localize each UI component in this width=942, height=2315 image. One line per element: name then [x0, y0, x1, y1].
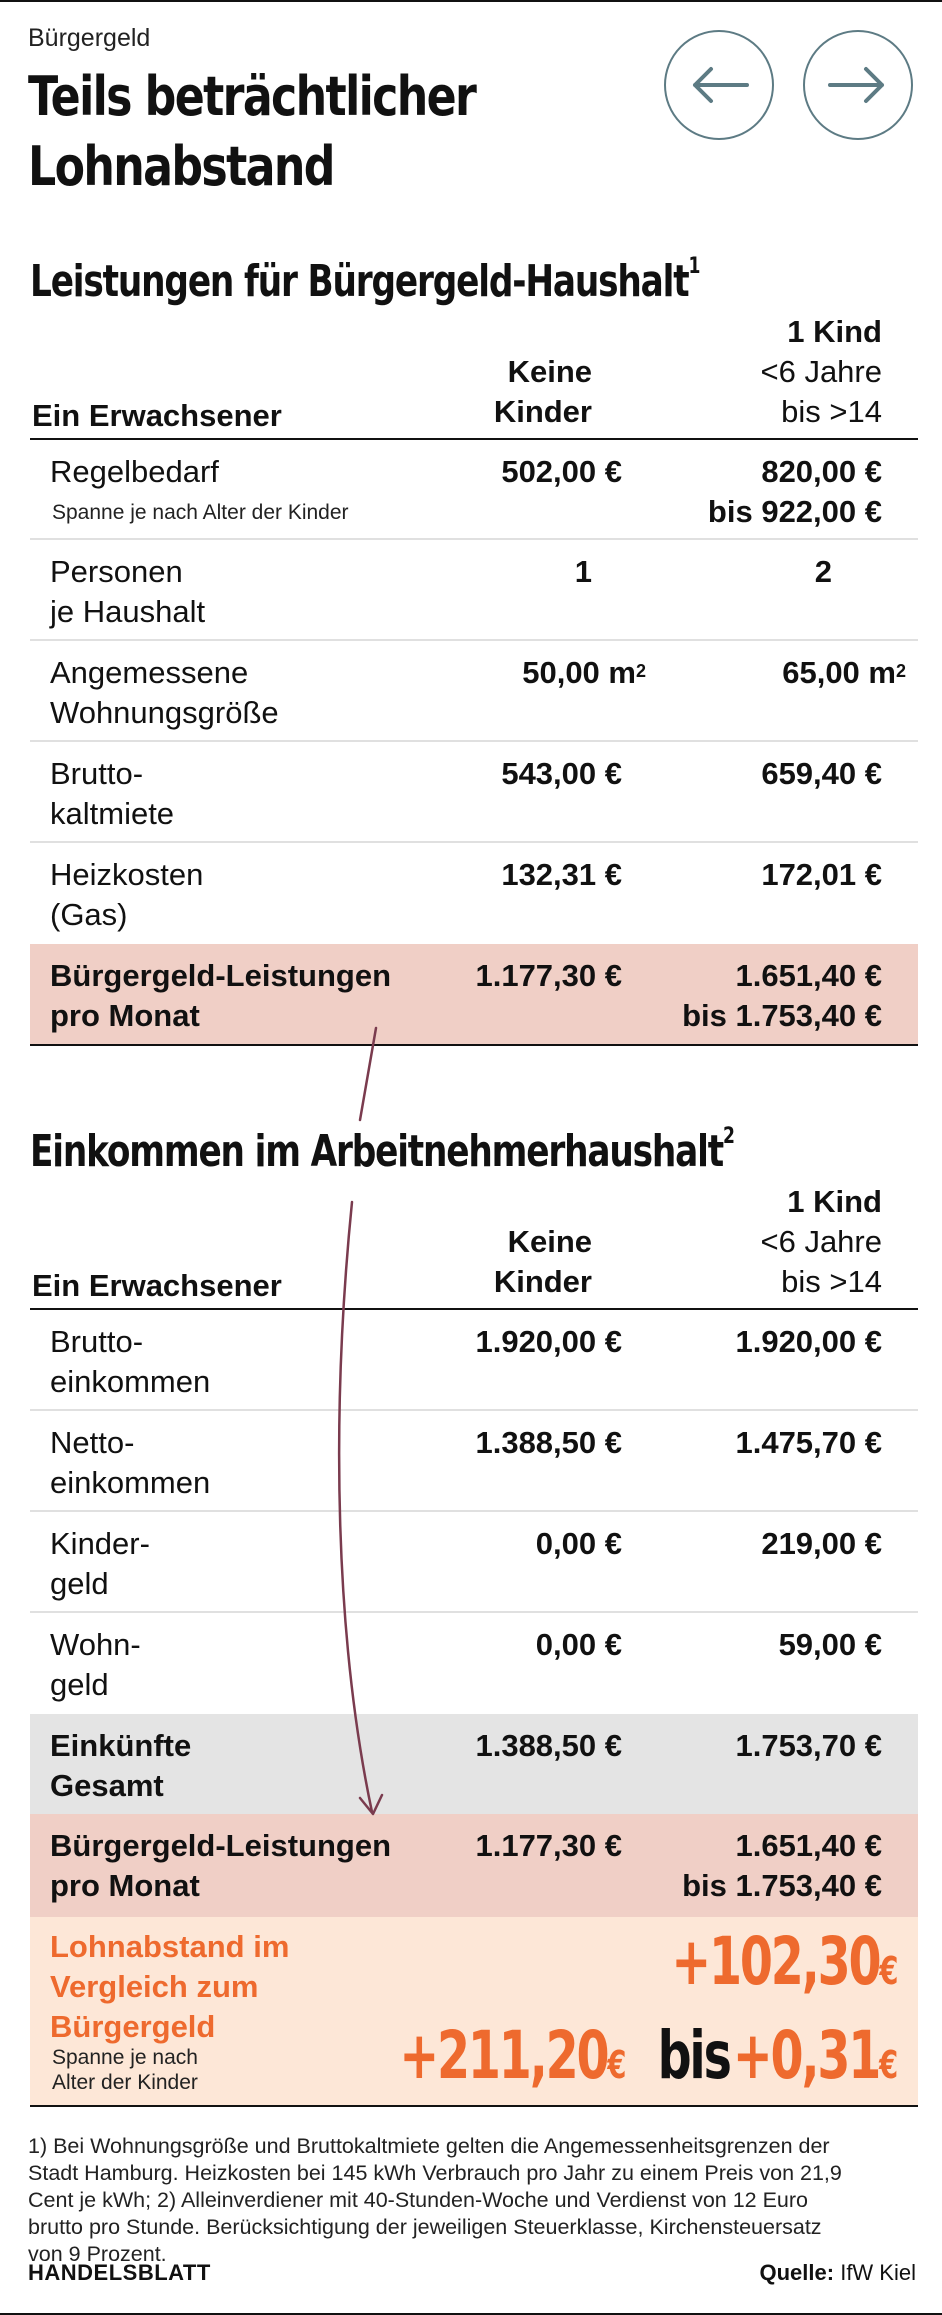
- table-row: Kinder- geld 0,00 € 219,00 €: [30, 1512, 918, 1613]
- headline: Teils beträchtlicher Lohnabstand: [28, 65, 477, 198]
- row-label: Bürgergeld-Leistungen pro Monat: [50, 1828, 392, 1903]
- value-one-child: 1.651,40 € bis 1.753,40 €: [682, 958, 882, 1033]
- wage-gap-sub-label: Spanne je nach Alter der Kinder: [52, 2046, 198, 2094]
- row-label: Angemessene Wohnungsgröße: [50, 655, 279, 730]
- value-one-child: 659,40 €: [761, 756, 882, 791]
- row-label: Personen je Haushalt: [50, 554, 206, 629]
- wage-gap-one-child-range: bis +0,31€: [657, 2017, 898, 2094]
- section2-col3-header: 1 Kind <6 Jahre bis >14: [760, 1184, 882, 1299]
- section2-col2-header: Keine Kinder: [493, 1224, 592, 1299]
- source: Quelle: IfW Kiel: [759, 2260, 917, 2285]
- value-no-children: 1.388,50 €: [475, 1425, 622, 1460]
- table-row: Personen je Haushalt 1 2: [30, 540, 918, 641]
- value-no-children: 1.388,50 €: [475, 1728, 622, 1763]
- value-one-child: 1.475,70 €: [735, 1425, 882, 1460]
- value-one-child: 1.651,40 € bis 1.753,40 €: [682, 1828, 882, 1903]
- row-label: Kinder- geld: [50, 1526, 150, 1601]
- wage-gap-row: Lohnabstand im Vergleich zum Bürgergeld …: [30, 1917, 918, 2105]
- section1-title: Leistungen für Bürgergeld-Haushalt1: [30, 254, 700, 307]
- value-one-child: 65,00 m2: [782, 655, 906, 690]
- footnotes: 1) Bei Wohnungsgröße und Bruttokaltmiete…: [28, 2134, 842, 2266]
- table-row: Angemessene Wohnungsgröße 50,00 m2 65,00…: [30, 641, 918, 742]
- previous-button[interactable]: [664, 30, 774, 140]
- benefit-total-row: Bürgergeld-Leistungen pro Monat 1.177,30…: [30, 944, 918, 1044]
- value-no-children: 0,00 €: [535, 1526, 622, 1561]
- value-no-children: 132,31 €: [501, 857, 622, 892]
- table-row: Heizkosten (Gas) 132,31 € 172,01 €: [30, 843, 918, 944]
- table-row: Wohn- geld 0,00 € 59,00 €: [30, 1613, 918, 1714]
- table-row: Brutto- einkommen 1.920,00 € 1.920,00 €: [30, 1310, 918, 1411]
- row-label: Bürgergeld-Leistungen pro Monat: [50, 958, 392, 1033]
- section1-header-rule: [30, 438, 918, 440]
- row-label: Einkünfte Gesamt: [50, 1728, 192, 1803]
- brand-logo: HANDELSBLATT: [28, 2260, 211, 2285]
- arrow-left-icon: [693, 67, 749, 103]
- section1-label-header: Ein Erwachsener: [32, 398, 282, 433]
- value-one-child: 59,00 €: [778, 1627, 882, 1662]
- benefit-total-row: Bürgergeld-Leistungen pro Monat 1.177,30…: [30, 1814, 918, 1917]
- section1-col3-header: 1 Kind <6 Jahre bis >14: [760, 314, 882, 429]
- table-row: Netto- einkommen 1.388,50 € 1.475,70 €: [30, 1411, 918, 1512]
- row-label: Brutto- kaltmiete: [50, 756, 175, 831]
- row-label: Regelbedarf: [50, 454, 219, 489]
- value-one-child: 1.753,70 €: [735, 1728, 882, 1763]
- row-label: Wohn- geld: [50, 1627, 141, 1702]
- kicker: Bürgergeld: [28, 24, 151, 52]
- value-no-children: 1.920,00 €: [475, 1324, 622, 1359]
- table-row: Regelbedarf Spanne je nach Alter der Kin…: [30, 440, 918, 540]
- section1-bottom-rule: [30, 1044, 918, 1046]
- value-one-child: 1.920,00 €: [735, 1324, 882, 1359]
- wage-gap-no-children: +211,20€: [398, 2017, 626, 2094]
- section1-col2-header: Keine Kinder: [493, 354, 592, 429]
- value-no-children: 1: [574, 554, 592, 589]
- wage-gap-one-child-min: +102,30€: [670, 1923, 898, 2000]
- value-one-child: 219,00 €: [761, 1526, 882, 1561]
- row-label: Brutto- einkommen: [50, 1324, 211, 1399]
- value-one-child: 820,00 € bis 922,00 €: [707, 454, 882, 529]
- next-button[interactable]: [803, 30, 913, 140]
- value-no-children: 1.177,30 €: [475, 958, 622, 993]
- row-label: Netto- einkommen: [50, 1425, 211, 1500]
- value-one-child: 172,01 €: [761, 857, 882, 892]
- value-no-children: 0,00 €: [535, 1627, 622, 1662]
- value-no-children: 502,00 €: [501, 454, 622, 489]
- section2-bottom-rule: [30, 2105, 918, 2107]
- wage-gap-label: Lohnabstand im Vergleich zum Bürgergeld: [50, 1929, 290, 2044]
- section2-title: Einkommen im Arbeitnehmerhaushalt2: [30, 1124, 735, 1177]
- value-no-children: 543,00 €: [501, 756, 622, 791]
- arrow-right-icon: [828, 67, 884, 103]
- table-row: Brutto- kaltmiete 543,00 € 659,40 €: [30, 742, 918, 843]
- income-total-row: Einkünfte Gesamt 1.388,50 € 1.753,70 €: [30, 1714, 918, 1814]
- value-no-children: 1.177,30 €: [475, 1828, 622, 1863]
- row-sub-label: Spanne je nach Alter der Kinder: [52, 501, 349, 524]
- value-one-child: 2: [814, 554, 832, 589]
- section2-label-header: Ein Erwachsener: [32, 1268, 282, 1303]
- value-no-children: 50,00 m2: [522, 655, 646, 690]
- section2-header-rule: [30, 1308, 918, 1310]
- row-label: Heizkosten (Gas): [50, 857, 204, 932]
